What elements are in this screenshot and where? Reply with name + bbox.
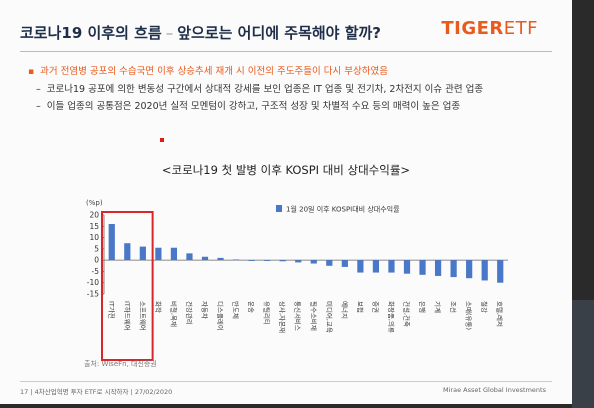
x-category-label: 반도체	[232, 301, 241, 319]
x-category-label: 조선	[449, 301, 458, 313]
x-category-label: 통신서비스	[294, 301, 303, 331]
x-category-label: IT가전	[107, 301, 116, 319]
bar	[481, 260, 488, 281]
bullet-main: 과거 전염병 공포의 수습국면 이후 상승추세 재개 시 이전의 주도주들이 다…	[28, 63, 483, 81]
y-tick-label: -10	[87, 278, 99, 287]
bar	[295, 260, 302, 263]
bullet-sub-2: 이들 업종의 공통점은 2020년 실적 모멘텀이 강하고, 구조적 성장 및 …	[28, 98, 483, 115]
bar	[139, 246, 146, 261]
logo-etf-text: ETF	[503, 18, 538, 39]
title-main: 코로나19 이후의 흐름	[20, 24, 162, 42]
slide: 코로나19 이후의 흐름 – 앞으로는 어디에 주목해야 할까? TIGERETF …	[0, 0, 572, 404]
bar	[341, 260, 348, 267]
y-tick-label: -15	[87, 290, 99, 299]
y-tick-label: 20	[89, 211, 99, 220]
bullet-list: 과거 전염병 공포의 수습국면 이후 상승추세 재개 시 이전의 주도주들이 다…	[28, 63, 483, 115]
bar	[310, 260, 317, 264]
bar	[372, 260, 380, 273]
x-category-label: 철강	[480, 301, 489, 313]
x-category-label: 디스플레이	[216, 301, 225, 331]
x-category-label: 소매(유통)	[465, 301, 473, 330]
y-tick-label: 10	[89, 233, 99, 242]
x-category-label: 에너지	[340, 301, 349, 319]
tiger-etf-logo: TIGERETF	[441, 18, 538, 39]
bar	[155, 247, 162, 261]
bar	[450, 260, 457, 278]
title-separator: –	[165, 24, 174, 42]
x-category-label: 화장품,의류	[387, 301, 396, 333]
x-category-label: 유틸리티	[263, 301, 272, 325]
x-category-label: 비철,목재	[169, 301, 178, 327]
x-category-label: 미디어,교육	[325, 301, 334, 333]
x-category-label: 자동차	[201, 301, 210, 319]
bar	[279, 260, 286, 262]
x-category-label: 건강관리	[185, 301, 194, 325]
bullet-sub-1: 코로나19 공포에 의한 변동성 구간에서 상대적 강세를 보인 업종은 IT …	[28, 81, 483, 98]
bar	[186, 253, 193, 261]
y-tick-label: 0	[94, 256, 99, 265]
highlight-box	[101, 211, 154, 361]
x-category-label: IT하드웨어	[123, 301, 132, 331]
title-divider	[20, 51, 552, 52]
footer-divider	[20, 381, 552, 382]
x-category-label: 운송	[247, 301, 255, 313]
chart-source: 출처: WiseFn, 대신증권	[84, 360, 157, 368]
bar	[170, 247, 178, 261]
bar	[388, 260, 395, 273]
bar	[108, 224, 115, 261]
y-axis-label: (%p)	[86, 199, 103, 207]
bar	[217, 257, 224, 261]
bar-chart: (%p) 20 15 10 5 0 -5 -10 -15 IT가전 IT하드웨어 소프트웨어 화학 비철,…	[86, 199, 508, 361]
chart-title: <코로나19 첫 발병 이후 KOSPI 대비 상대수익률>	[161, 163, 411, 177]
x-category-label: 상사,자본재	[278, 301, 287, 333]
bar	[357, 260, 364, 273]
legend-label: 1월 20일 이후 KOSPI대비 상대수익률	[286, 205, 400, 214]
footer-right: Mirae Asset Global Investments	[443, 386, 546, 394]
x-category-label: 호텔,레저	[496, 301, 505, 327]
title-question: 앞으로는 어디에 주목해야 할까?	[177, 24, 382, 42]
bar	[497, 260, 504, 283]
y-tick-label: 15	[89, 222, 99, 231]
bar	[434, 260, 442, 276]
x-category-label: 은행	[418, 301, 427, 313]
x-category-label: 보험	[356, 301, 364, 313]
x-category-label: 화학	[154, 301, 163, 313]
bar	[248, 260, 255, 261]
bar	[466, 260, 473, 279]
logo-tiger-text: TIGER	[441, 18, 504, 39]
bar	[124, 243, 131, 261]
x-category-label: 증권	[371, 301, 379, 313]
x-category-label: 필수소비재	[309, 301, 318, 331]
y-tick-label: 5	[94, 244, 99, 253]
bar	[403, 260, 411, 274]
cursor-dot	[160, 138, 164, 142]
legend-swatch	[276, 205, 282, 212]
bar	[326, 260, 333, 266]
bar	[264, 260, 271, 261]
x-category-label: 기계	[434, 301, 443, 313]
bar	[419, 260, 426, 275]
x-category-label: 건설,건축	[403, 301, 412, 327]
bar	[232, 259, 240, 261]
bar	[201, 256, 209, 261]
page-title: 코로나19 이후의 흐름 – 앞으로는 어디에 주목해야 할까?	[20, 22, 381, 43]
x-category-label: 소프트웨어	[138, 301, 147, 331]
side-thumbnail-strip	[572, 300, 594, 408]
y-tick-label: -5	[92, 267, 100, 276]
footer-left: 17 | 4차산업혁명 투자 ETF로 시작하자 | 27/02/2020	[20, 388, 173, 396]
